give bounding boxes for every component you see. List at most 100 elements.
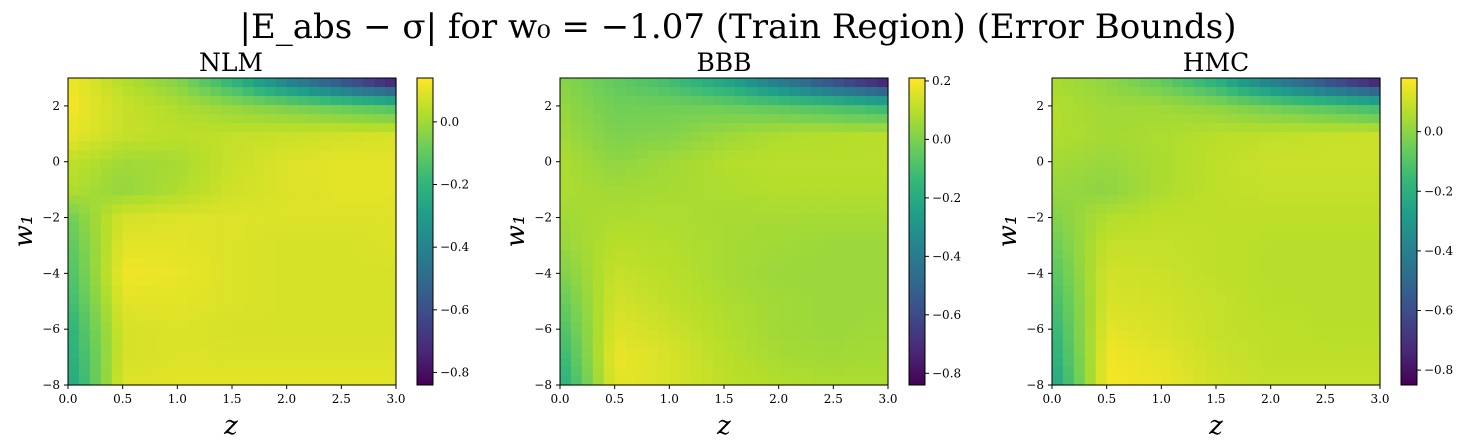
heatmap-cell (1194, 330, 1206, 341)
heatmap-cell (636, 303, 649, 314)
heatmap-cell (560, 186, 572, 196)
heatmap-cell (1117, 258, 1130, 269)
heatmap-cell (658, 168, 670, 178)
heatmap-cell (1205, 267, 1217, 278)
heatmap-cell (297, 150, 310, 160)
heatmap-cell (811, 348, 823, 359)
heatmap-cell (1073, 276, 1086, 287)
heatmap-cell (1237, 213, 1250, 224)
heatmap-cell (592, 132, 605, 142)
heatmap-cell (713, 267, 725, 278)
heatmap-cell (713, 348, 725, 359)
x-tick-label: 1.0 (168, 392, 187, 406)
heatmap-cell (1237, 348, 1250, 359)
heatmap-cell (800, 222, 813, 233)
heatmap-cell (210, 258, 222, 269)
heatmap-cell (778, 177, 791, 187)
heatmap-cell (1095, 330, 1108, 341)
heatmap-cell (800, 195, 813, 206)
heatmap-cell (297, 159, 310, 169)
colorbar-tick-label: −0.6 (440, 303, 469, 317)
heatmap-cell (778, 366, 791, 377)
heatmap-cell (592, 105, 605, 115)
heatmap-cell (232, 114, 244, 124)
heatmap-cell (111, 123, 124, 133)
heatmap-cell (188, 330, 200, 341)
heatmap-cell (1172, 141, 1184, 151)
heatmap-cell (264, 339, 277, 350)
heatmap-cell (1259, 294, 1272, 305)
heatmap-cell (68, 168, 80, 178)
heatmap-cell (352, 78, 364, 88)
heatmap-cell (1292, 195, 1305, 206)
heatmap-cell (1347, 213, 1359, 224)
heatmap-cell (286, 96, 299, 106)
heatmap-cell (286, 78, 299, 88)
heatmap-cell (811, 267, 823, 278)
heatmap-cell (1336, 177, 1348, 187)
heatmap-cell (1347, 87, 1359, 97)
heatmap-cell (1216, 285, 1228, 296)
heatmap-cell (199, 240, 211, 251)
heatmap-cell (1073, 321, 1086, 332)
heatmap-cell (1084, 249, 1097, 260)
heatmap-cell (789, 78, 802, 88)
heatmap-cell (811, 159, 823, 169)
heatmap-cell (1052, 195, 1064, 206)
heatmap-cell (133, 177, 146, 187)
heatmap-cell (144, 78, 157, 88)
heatmap-cell (1194, 285, 1206, 296)
heatmap-cell (647, 150, 659, 160)
heatmap-cell (581, 312, 594, 323)
heatmap-cell (1292, 159, 1305, 169)
heatmap-cell (242, 276, 255, 287)
heatmap-cell (1226, 321, 1239, 332)
heatmap-cell (1259, 366, 1272, 377)
heatmap-cell (1248, 249, 1261, 260)
heatmap-cell (592, 114, 605, 124)
heatmap-cell (144, 132, 157, 142)
heatmap-cell (789, 87, 802, 97)
heatmap-cell (100, 339, 113, 350)
heatmap-cell (133, 285, 146, 296)
heatmap-cell (636, 132, 649, 142)
heatmap-cell (1150, 339, 1162, 350)
heatmap-cell (603, 357, 616, 368)
heatmap-cell (691, 195, 703, 206)
heatmap-cell (242, 114, 255, 124)
heatmap-cell (1314, 87, 1326, 97)
heatmap-cell (330, 159, 342, 169)
heatmap-cell (570, 285, 583, 296)
heatmap-cell (319, 123, 331, 133)
heatmap-cell (1226, 213, 1239, 224)
heatmap-cell (1161, 168, 1173, 178)
heatmap-cell (111, 267, 124, 278)
heatmap-cell (1314, 312, 1326, 323)
heatmap-cell (1226, 231, 1239, 242)
heatmap-cell (199, 294, 211, 305)
heatmap-cell (833, 141, 845, 151)
heatmap-cell (603, 249, 616, 260)
heatmap-cell (811, 123, 823, 133)
heatmap-cells (1052, 78, 1381, 386)
heatmap-cell (702, 159, 714, 169)
heatmap-cell (144, 204, 157, 215)
heatmap-cell (1161, 96, 1173, 106)
heatmap-cell (1172, 276, 1184, 287)
heatmap-cell (1369, 150, 1381, 160)
heatmap-cell (680, 213, 692, 224)
heatmap-cell (1270, 123, 1283, 133)
heatmap-cell (177, 78, 189, 88)
heatmap-cell (210, 204, 222, 215)
heatmap-cell (1270, 339, 1283, 350)
heatmap-cell (78, 231, 91, 242)
heatmap-cell (724, 78, 736, 88)
heatmap-cell (1128, 78, 1141, 88)
heatmap-cell (385, 366, 397, 377)
heatmap-cell (1347, 78, 1359, 88)
heatmap-cell (877, 168, 889, 178)
heatmap-cell (122, 321, 135, 332)
heatmap-cell (1052, 141, 1064, 151)
heatmap-cell (1292, 366, 1305, 377)
heatmap-cell (658, 375, 670, 386)
